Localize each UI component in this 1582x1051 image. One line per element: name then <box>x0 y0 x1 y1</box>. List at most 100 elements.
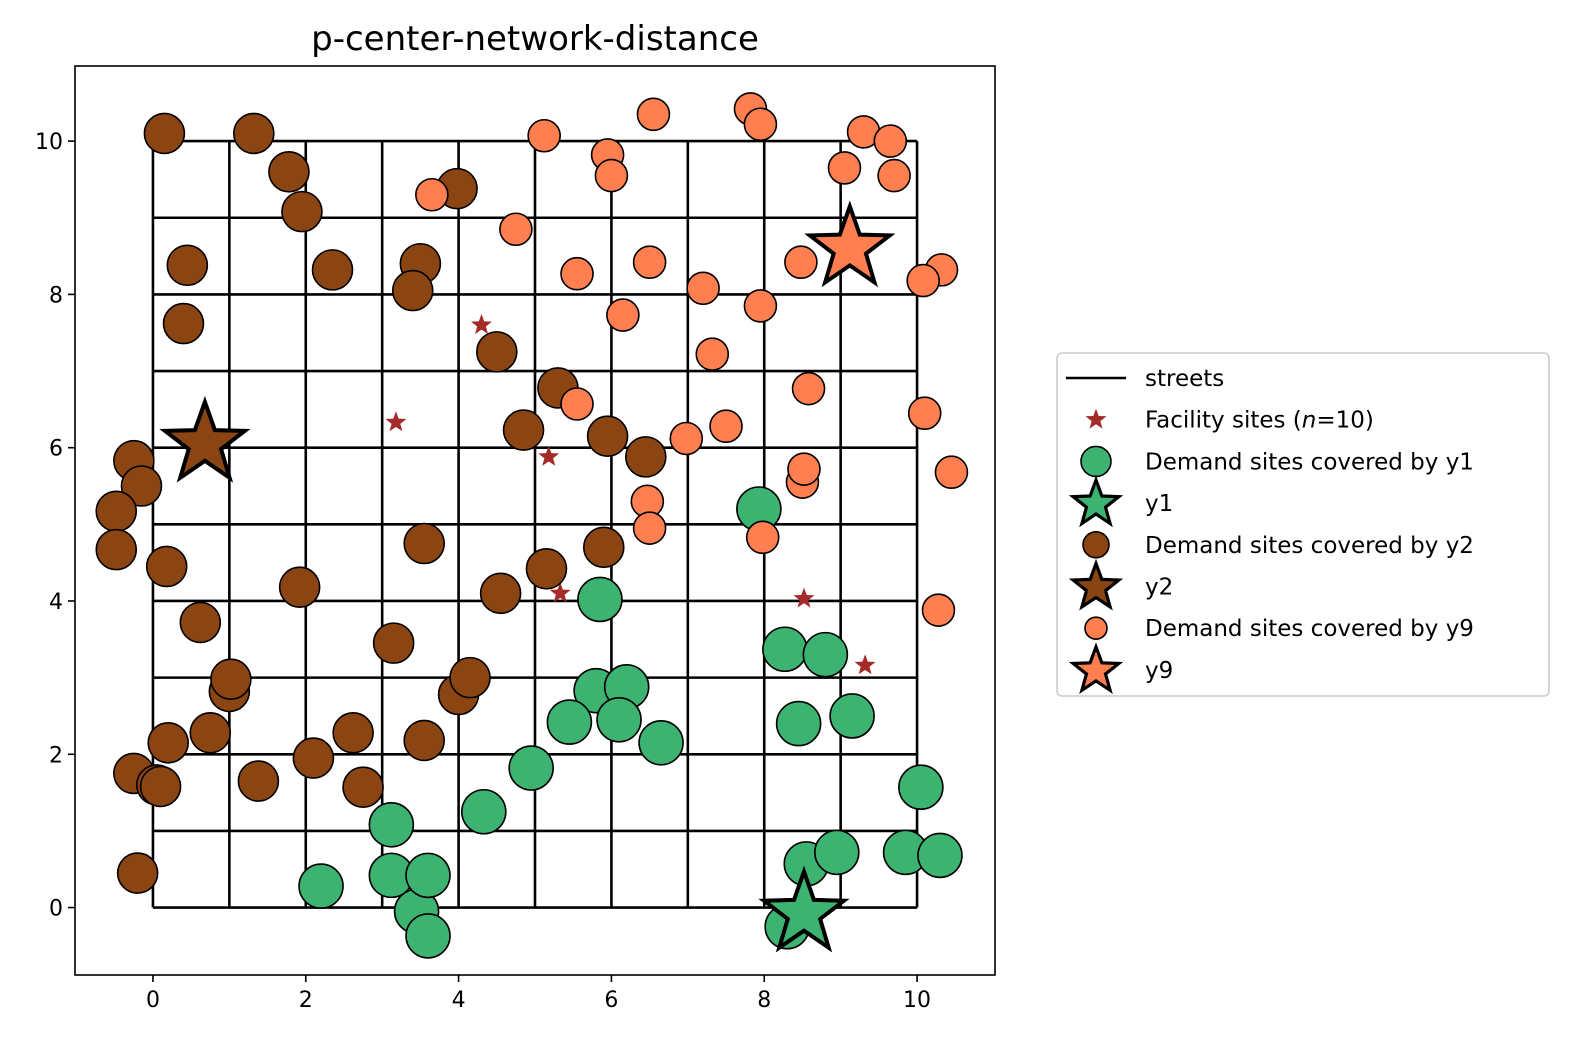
demand-site-y9 <box>906 263 940 298</box>
legend-demand-y2-swatch <box>1082 530 1110 559</box>
demand-site-y1 <box>814 829 860 876</box>
x-tick-label: 4 <box>452 988 466 1013</box>
demand-site-y2 <box>189 712 232 754</box>
demand-site-y1 <box>596 696 642 743</box>
demand-site-y2 <box>525 547 568 590</box>
demand-site-y2 <box>332 712 374 754</box>
demand-site-y2 <box>372 622 415 664</box>
demand-site-y1 <box>577 576 623 623</box>
demand-site-y1 <box>775 700 822 747</box>
demand-site-y2 <box>233 112 275 155</box>
facility-site-marker <box>471 314 492 334</box>
demand-site-y2 <box>292 737 335 779</box>
chart-title: p-center-network-distance <box>311 19 759 59</box>
demand-site-y1 <box>546 699 593 745</box>
demand-site-y9 <box>827 151 862 185</box>
demand-site-y9 <box>934 455 969 490</box>
legend-demand-y9-swatch <box>1084 616 1108 641</box>
demand-site-y2 <box>210 658 252 700</box>
demand-site-y2 <box>179 601 222 644</box>
demand-site-y1 <box>405 852 451 899</box>
facility-site-marker <box>385 411 407 432</box>
legend-demand-y1-swatch <box>1080 445 1112 478</box>
demand-site-y2 <box>95 528 138 571</box>
legend: streets Facility sites (n=10) Demand sites… <box>1056 352 1550 697</box>
demand-site-y2 <box>624 436 667 478</box>
x-tick-label: 0 <box>146 988 160 1013</box>
y-tick-label: 8 <box>49 283 63 308</box>
demand-site-y9 <box>499 212 533 247</box>
demand-site-y2 <box>162 302 205 345</box>
demand-site-y2 <box>475 331 518 373</box>
demand-site-y1 <box>298 863 344 909</box>
facility-site-marker <box>854 654 876 675</box>
demand-site-y2 <box>403 522 446 565</box>
demand-site-y2 <box>502 409 545 451</box>
demand-site-y9 <box>636 97 671 132</box>
demand-site-y2 <box>268 150 310 193</box>
demand-site-y2 <box>311 249 354 291</box>
x-tick-label: 10 <box>903 988 931 1013</box>
facility-site-marker <box>793 587 815 608</box>
demand-site-y9 <box>669 421 704 456</box>
y-tick-label: 6 <box>49 437 63 462</box>
x-tick-label: 8 <box>757 988 771 1013</box>
facility-marker-y1 <box>758 865 850 953</box>
x-tick-label: 2 <box>299 988 313 1013</box>
demand-site-y9 <box>632 511 667 545</box>
demand-site-y1 <box>898 764 944 811</box>
legend-facility-y1-label: y1 <box>1145 491 1173 517</box>
demand-site-y2 <box>403 719 446 762</box>
demand-site-y2 <box>120 465 163 507</box>
legend-box <box>1056 352 1550 697</box>
demand-site-y2 <box>147 721 190 764</box>
demand-site-y2 <box>139 765 182 808</box>
demand-site-y9 <box>873 124 908 158</box>
demand-site-y9 <box>743 107 778 142</box>
legend-facility-sites-label: Facility sites (n=10) <box>1145 408 1374 434</box>
facility-marker-y2 <box>159 395 251 483</box>
demand-site-y1 <box>461 788 507 835</box>
legend-demand-y1-label: Demand sites covered by y1 <box>1145 449 1474 475</box>
legend-demand-y9-label: Demand sites covered by y9 <box>1145 616 1474 642</box>
y-tick-label: 0 <box>49 897 63 922</box>
demand-site-y9 <box>606 298 640 332</box>
demand-site-y2 <box>278 566 321 608</box>
demand-site-y2 <box>116 852 159 894</box>
demand-site-y2 <box>95 490 138 533</box>
y-tick-label: 2 <box>49 743 63 768</box>
demand-site-y9 <box>686 271 720 306</box>
facility-marker-y9 <box>804 200 896 288</box>
demand-site-y2 <box>449 656 491 699</box>
demand-site-y9 <box>877 158 911 193</box>
demand-site-y2 <box>342 766 384 809</box>
y-tick-label: 4 <box>49 590 63 615</box>
demand-site-y9 <box>907 396 942 430</box>
y-tick-label: 10 <box>35 130 63 155</box>
demand-site-y9 <box>527 118 561 153</box>
demand-site-y1 <box>762 626 808 673</box>
legend-facility-y2-label: y2 <box>1145 575 1173 601</box>
demand-site-y9 <box>791 371 826 406</box>
demand-site-y2 <box>143 112 186 155</box>
demand-site-y1 <box>405 913 451 959</box>
legend-demand-y2-label: Demand sites covered by y2 <box>1145 533 1474 559</box>
points-layer <box>95 92 969 959</box>
legend-facility-sites-swatch <box>1085 408 1107 429</box>
demand-site-y9 <box>787 452 821 486</box>
legend-facility-y9-label: y9 <box>1145 658 1173 684</box>
demand-site-y1 <box>917 832 963 879</box>
demand-site-y9 <box>560 387 594 421</box>
demand-site-y9 <box>784 245 818 280</box>
demand-site-y9 <box>709 409 743 444</box>
axes-layer: 0 2 4 6 8 10 0 2 4 6 8 10 <box>35 65 996 1013</box>
demand-site-y2 <box>391 269 434 312</box>
demand-site-y9 <box>415 177 449 212</box>
demand-site-y1 <box>802 631 849 678</box>
axes-frame <box>74 65 996 976</box>
demand-site-y9 <box>695 337 730 371</box>
legend-streets-label: streets <box>1145 366 1224 392</box>
demand-site-y9 <box>594 158 629 193</box>
legend-facility-y1-swatch <box>1068 475 1124 528</box>
